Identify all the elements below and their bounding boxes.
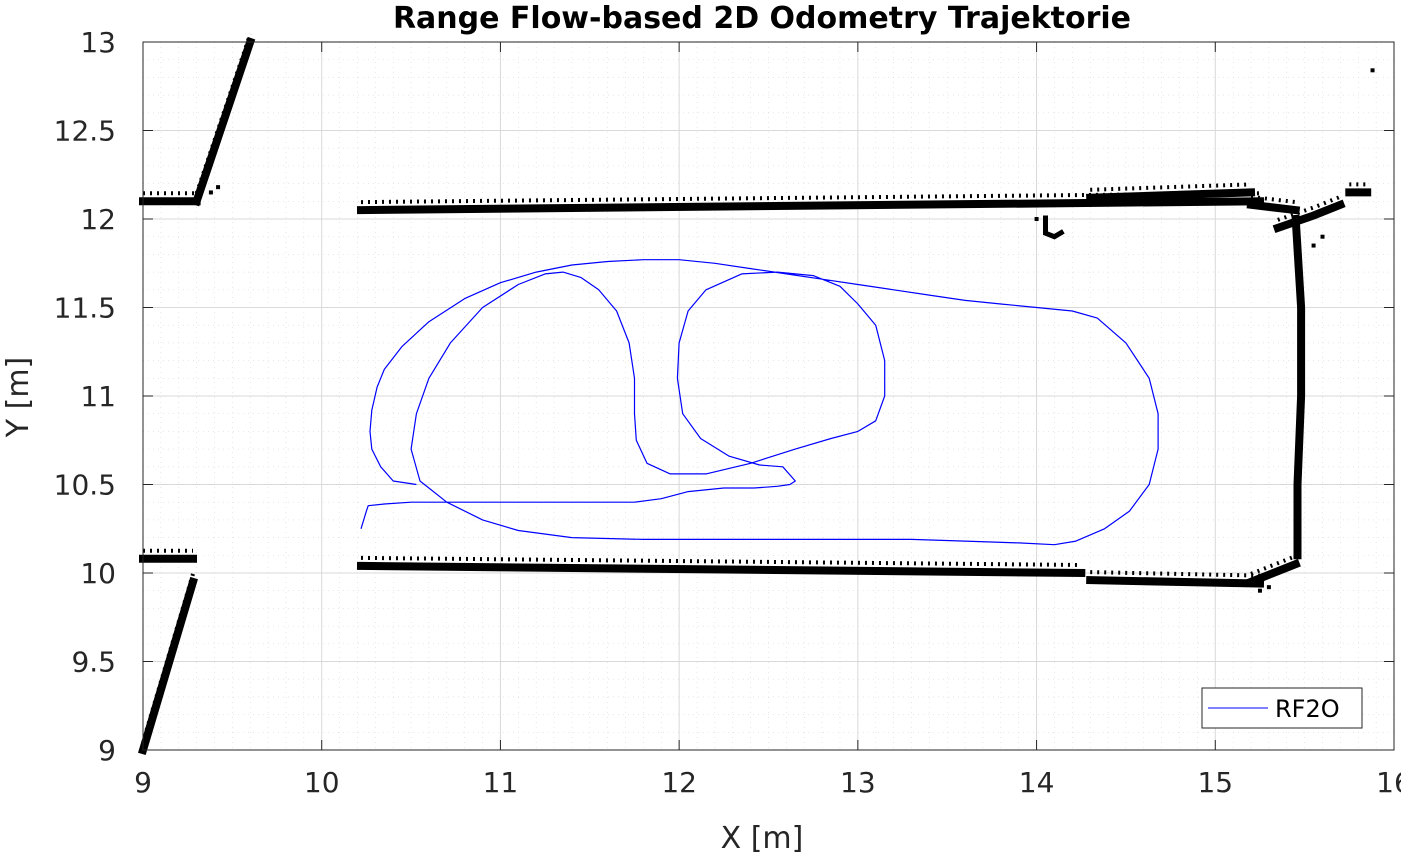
map-wall [356, 561, 1086, 578]
map-wall-noise [1250, 194, 1296, 205]
y-tick-label: 12 [80, 203, 116, 236]
map-wall [1246, 200, 1301, 215]
y-tick-label: 9.5 [71, 646, 116, 679]
map-wall-noise [141, 573, 195, 743]
legend: RF2O [1201, 687, 1363, 729]
map-feature [1043, 215, 1065, 240]
map-point [216, 185, 221, 190]
y-tick-labels: 9 9.5 10 10.5 11 11.5 12 12.5 13 [54, 26, 116, 767]
axis-ticks [142, 41, 1395, 751]
legend-label: RF2O [1275, 695, 1340, 723]
map-point [1311, 243, 1316, 248]
map-wall [1086, 188, 1256, 202]
x-tick-label: 9 [134, 766, 152, 799]
map-wall-noise [360, 555, 1082, 567]
y-tick-label: 12.5 [54, 115, 116, 148]
map-wall [191, 36, 256, 207]
y-tick-label: 9 [98, 734, 116, 767]
map-point [1257, 588, 1262, 593]
x-tick-label: 15 [1197, 766, 1233, 799]
x-tick-labels: 9 10 11 12 13 14 15 16 [134, 766, 1401, 799]
map-wall [1291, 214, 1306, 560]
y-tick-label: 10 [80, 557, 116, 590]
map-wall [1086, 576, 1265, 588]
x-tick-label: 10 [304, 766, 340, 799]
map-wall [1272, 199, 1346, 233]
y-tick-label: 11.5 [54, 292, 116, 325]
map-point [208, 190, 213, 195]
x-tick-label: 12 [661, 766, 697, 799]
trajectory-layer [360, 259, 1159, 546]
map-wall [1245, 558, 1301, 588]
trajectory-line [360, 259, 1159, 546]
x-tick-label: 16 [1376, 766, 1401, 799]
occupancy-map [138, 33, 1375, 755]
y-tick-label: 10.5 [54, 469, 116, 502]
map-point [1266, 585, 1271, 590]
chart-title: Range Flow-based 2D Odometry Trajektorie [393, 1, 1131, 36]
map-wall [356, 197, 1265, 215]
map-wall-noise [1250, 554, 1297, 576]
map-point [1370, 68, 1375, 73]
x-tick-label: 13 [840, 766, 876, 799]
map-point [1320, 234, 1325, 239]
x-tick-label: 11 [483, 766, 519, 799]
map-wall-noise [1277, 194, 1342, 222]
y-axis-label: Y [m] [1, 357, 36, 439]
map-wall-noise [1090, 570, 1261, 578]
y-tick-label: 13 [80, 26, 116, 59]
map-point [1034, 217, 1039, 221]
map-wall-noise [194, 33, 253, 194]
x-axis-label: X [m] [721, 821, 804, 855]
map-wall [138, 576, 198, 755]
x-tick-label: 14 [1019, 766, 1055, 799]
map-wall-noise [1090, 182, 1252, 192]
y-tick-label: 11 [80, 380, 116, 413]
